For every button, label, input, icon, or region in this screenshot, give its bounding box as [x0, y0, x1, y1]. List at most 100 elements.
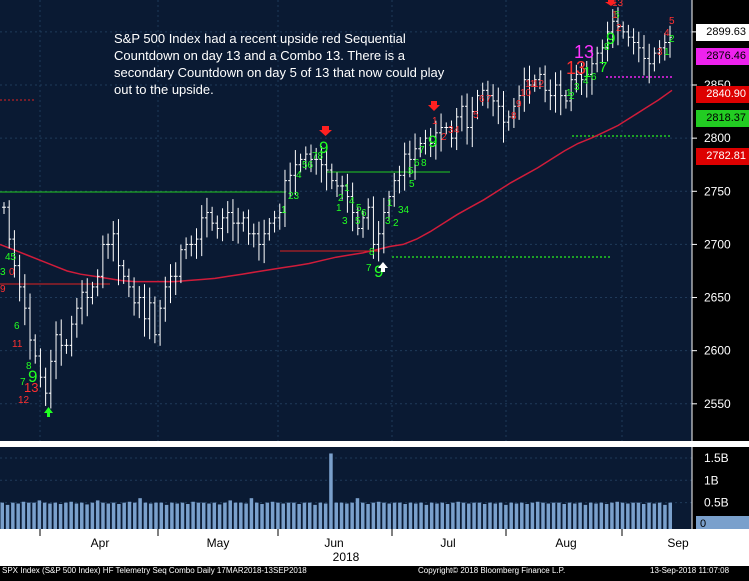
count-label: 6 [14, 321, 20, 332]
count-label: 5 [356, 203, 362, 214]
count-label: 11 [525, 79, 536, 90]
volume-bar [414, 503, 418, 529]
volume-bar [573, 503, 577, 529]
volume-bar [610, 502, 614, 529]
moving-average-line [0, 89, 673, 283]
volume-bar [599, 502, 604, 529]
volume-last-tag-label: 0 [700, 518, 706, 530]
volume-bar [233, 502, 238, 529]
volume-bar [520, 502, 524, 529]
y-tick-label: 2750 [704, 184, 731, 198]
volume-bar [445, 503, 450, 529]
volume-bar [90, 502, 95, 529]
volume-tick-label: 1B [704, 473, 719, 487]
volume-bar [154, 502, 158, 529]
count-label: 4 [296, 170, 302, 181]
volume-bar [376, 501, 381, 529]
count-label: 45 [5, 252, 17, 263]
count-label: 7 [366, 263, 372, 274]
price-tag: 2782.81 [696, 147, 749, 165]
volume-bar [180, 502, 185, 529]
volume-bar [95, 500, 100, 529]
count-label: 1 [344, 183, 350, 194]
volume-bar [477, 502, 482, 529]
volume-bar [451, 502, 455, 529]
volume-bar [541, 502, 545, 529]
volume-bar [170, 502, 174, 529]
volume-bar [249, 498, 254, 529]
count-label: 1 [387, 198, 393, 209]
volume-bar [562, 503, 566, 529]
volume-bar [631, 502, 635, 529]
count-label: 11 [12, 339, 23, 350]
volume-bar [191, 501, 195, 529]
price-tag: 2899.63 [696, 23, 749, 41]
volume-bar [583, 504, 588, 529]
count-label: 5 [614, 10, 620, 21]
volume-bar [80, 502, 84, 529]
count-label: 7 [486, 94, 492, 105]
volume-bar [244, 503, 248, 529]
volume-bar [636, 502, 641, 529]
count-label: 9 [374, 262, 383, 281]
x-year-label: 2018 [333, 550, 360, 564]
volume-bar [493, 503, 498, 529]
volume-bar [58, 503, 63, 529]
volume-bar [387, 503, 392, 529]
volume-bar [175, 503, 179, 529]
volume-bar [74, 503, 79, 529]
count-label: 9 [0, 284, 6, 295]
volume-bar [429, 502, 434, 529]
count-label: 8 [421, 158, 427, 169]
count-label: 5 [669, 16, 675, 27]
volume-bar [355, 498, 360, 529]
volume-bar [217, 504, 222, 529]
volume-bar [551, 502, 556, 529]
volume-bar [318, 502, 323, 529]
volume-bar [133, 502, 137, 529]
volume-bar [196, 502, 201, 529]
volume-bar [101, 502, 105, 529]
count-label: 13 [574, 42, 594, 62]
volume-bar [212, 502, 217, 529]
ohlc-bars [2, 7, 672, 409]
volume-bar [37, 500, 42, 529]
count-label: 2 [441, 132, 447, 143]
volume-bar [652, 503, 657, 529]
price-tag: 2876.46 [696, 48, 749, 66]
count-label: 7 [20, 377, 26, 388]
volume-tick-label: 0.5B [704, 496, 729, 510]
annotation-text: S&P 500 Index had a recent upside red Se… [114, 31, 445, 97]
volume-bar [398, 502, 402, 529]
count-label: 0 [9, 267, 15, 278]
volume-bar [127, 501, 132, 529]
volume-bar [456, 501, 460, 529]
footer-right: 13-Sep-2018 11:07:08 [650, 566, 730, 575]
volume-bars [0, 453, 672, 529]
green-up-arrow [44, 407, 53, 417]
volume-bar [53, 502, 58, 529]
volume-bar [265, 502, 270, 529]
volume-bar [467, 503, 471, 529]
volume-last-tag [696, 516, 749, 530]
volume-bar [207, 503, 211, 529]
price-tag: 2840.90 [696, 86, 749, 104]
volume-bar [530, 502, 535, 529]
volume-bar [557, 502, 561, 529]
count-label: 1 [612, 10, 618, 21]
count-labels: 13 5 1 2 5 4 2 1 3 9 8 13 13 1 7 6 4 3 1… [0, 0, 675, 406]
volume-bar [239, 502, 243, 529]
count-label: 7 [599, 59, 607, 76]
volume-bar [408, 502, 413, 529]
x-axis: Apr May Jun Jul Aug Sep 2018 [39, 529, 689, 564]
count-label: 5 [473, 110, 479, 121]
volume-bar [111, 502, 116, 529]
volume-bar [435, 503, 439, 529]
volume-bar [339, 502, 344, 529]
volume-bar [509, 502, 513, 529]
red-down-arrow [605, 0, 617, 6]
volume-bar [604, 503, 609, 529]
count-label: 12 [18, 395, 30, 406]
x-tick-label: Apr [91, 536, 110, 550]
